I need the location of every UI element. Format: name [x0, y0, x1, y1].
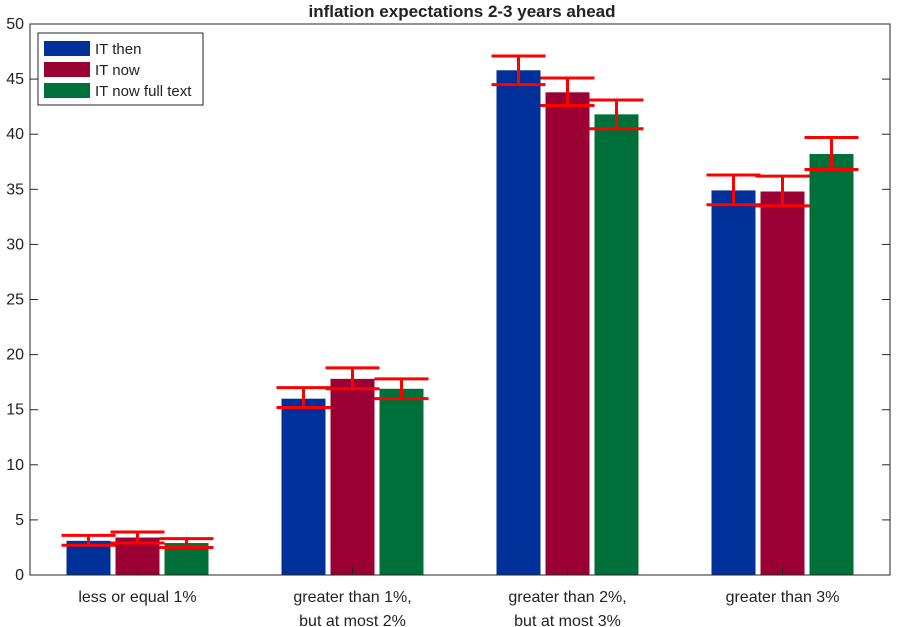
y-tick-label: 30	[6, 236, 24, 253]
legend-label-0: IT then	[95, 41, 141, 58]
error-bar-series-0-cat-3	[706, 173, 761, 207]
error-bar-series-2-cat-2	[589, 98, 644, 131]
y-tick-label: 5	[15, 512, 24, 529]
error-bar-series-0-cat-0	[61, 533, 116, 547]
y-tick-label: 15	[6, 402, 24, 419]
y-tick-label: 0	[15, 567, 24, 584]
error-bar-series-0-cat-2	[491, 54, 546, 87]
legend-swatch-1	[44, 62, 90, 77]
x-category-label: but at most 3%	[514, 613, 621, 627]
error-bar-series-2-cat-0	[159, 537, 214, 549]
bar-series-2-cat-2	[594, 114, 639, 575]
y-tick-label: 20	[6, 347, 24, 364]
chart-title: inflation expectations 2-3 years ahead	[308, 2, 615, 21]
y-tick-label: 35	[6, 181, 24, 198]
error-bar-series-2-cat-1	[374, 377, 429, 401]
y-tick-label: 45	[6, 71, 24, 88]
y-tick-label: 10	[6, 457, 24, 474]
bar-series-1-cat-3	[760, 191, 805, 575]
x-category-label: but at most 2%	[299, 613, 406, 627]
x-category-label: greater than 1%,	[293, 589, 411, 606]
x-category-label: less or equal 1%	[78, 589, 196, 606]
bar-series-1-cat-1	[330, 378, 375, 575]
error-bar-series-1-cat-2	[540, 76, 595, 108]
error-bars-layer	[61, 54, 859, 549]
error-bar-series-1-cat-3	[755, 174, 810, 208]
bar-series-0-cat-2	[496, 70, 541, 575]
bar-series-2-cat-1	[379, 388, 424, 575]
legend-swatch-2	[44, 83, 90, 98]
bar-series-0-cat-3	[711, 190, 756, 576]
y-tick-label: 50	[6, 16, 24, 33]
bar-series-1-cat-2	[545, 92, 590, 575]
legend-swatch-0	[44, 41, 90, 56]
y-tick-label: 25	[6, 292, 24, 309]
x-category-label: greater than 3%	[726, 589, 840, 606]
error-bar-series-1-cat-0	[110, 530, 165, 545]
legend: IT then IT now IT now full text	[37, 32, 204, 106]
y-tick-label: 40	[6, 126, 24, 143]
bar-series-2-cat-3	[809, 154, 854, 575]
y-axis-ticks: 0 5 10 15 20 25 30 35 40 45 50	[6, 16, 890, 584]
bars-layer	[66, 70, 854, 576]
bar-series-0-cat-1	[281, 398, 326, 575]
legend-label-1: IT now	[95, 62, 140, 79]
x-category-label: greater than 2%,	[508, 589, 626, 606]
x-axis-category-labels: less or equal 1% greater than 1%, but at m…	[78, 567, 839, 627]
legend-label-2: IT now full text	[95, 83, 192, 100]
error-bar-series-2-cat-3	[804, 136, 859, 171]
error-bar-series-0-cat-1	[276, 386, 331, 409]
error-bar-series-1-cat-1	[325, 366, 380, 391]
